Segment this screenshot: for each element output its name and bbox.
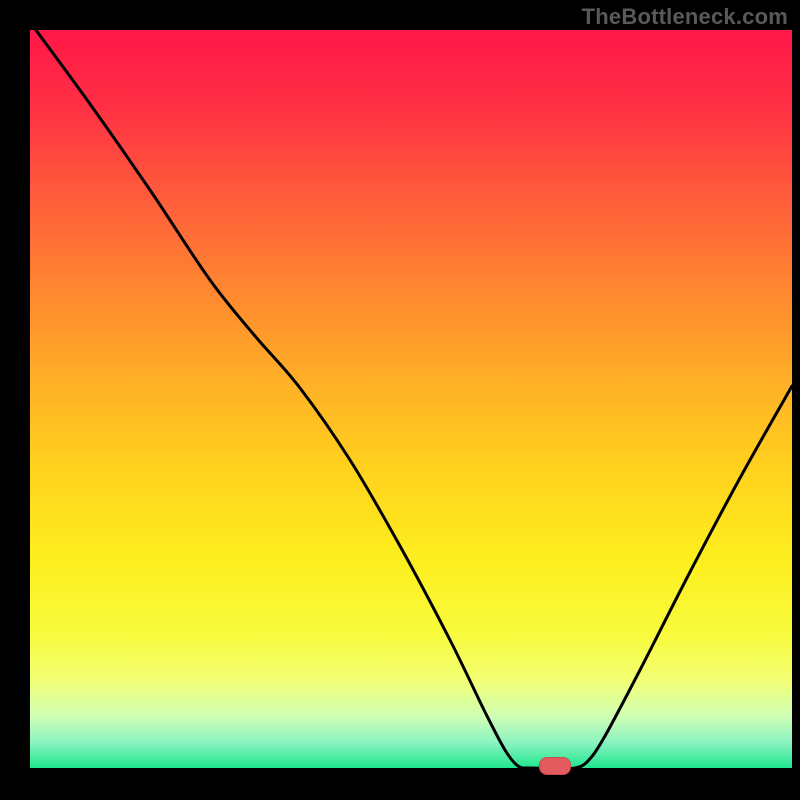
chart-frame: TheBottleneck.com xyxy=(0,0,800,800)
bottleneck-curve-chart xyxy=(0,0,800,800)
gradient-background xyxy=(30,30,792,768)
optimum-marker xyxy=(539,757,571,775)
watermark-label: TheBottleneck.com xyxy=(582,4,788,30)
